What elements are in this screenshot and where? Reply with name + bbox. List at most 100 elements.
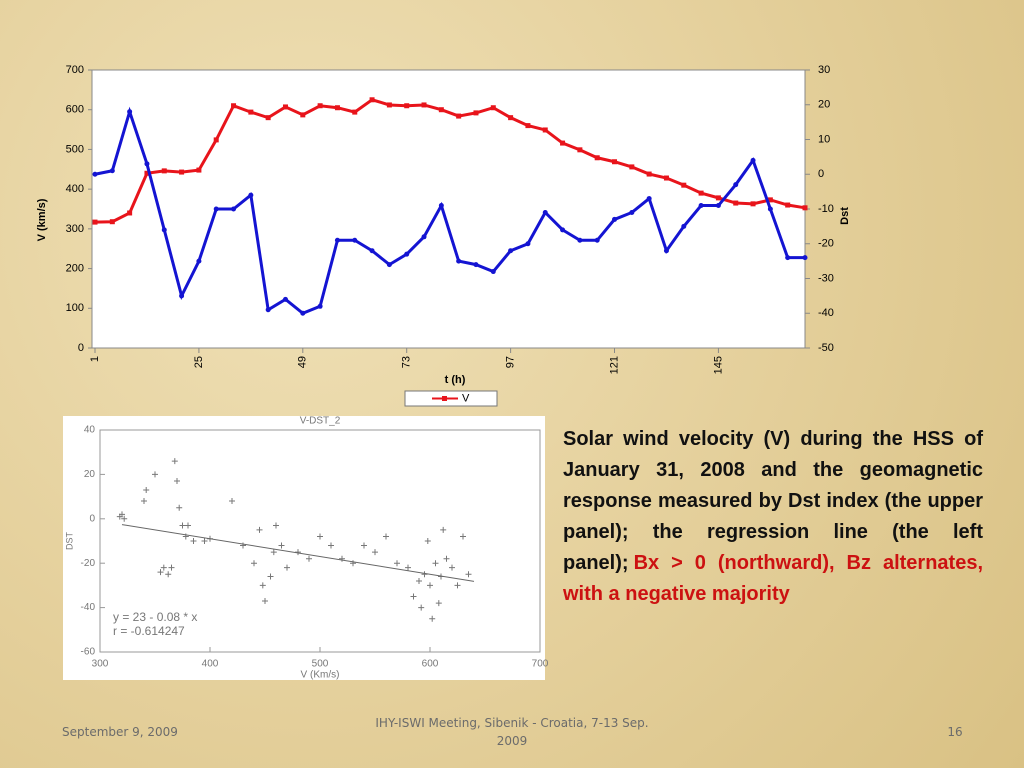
y2-tick-label: -30 (818, 272, 834, 284)
point (144, 170, 150, 176)
x-axis-label: t (h) (445, 374, 466, 386)
point (369, 97, 375, 103)
point (560, 140, 566, 146)
point (334, 105, 340, 111)
point (473, 262, 479, 268)
point (715, 195, 721, 201)
y2-tick-label: 30 (818, 64, 830, 76)
point (352, 237, 358, 243)
point (427, 582, 433, 589)
y-tick-label: 0 (89, 513, 95, 524)
x-tick-label: 97 (505, 356, 517, 368)
point (733, 182, 739, 188)
point (410, 593, 417, 600)
point (334, 237, 340, 243)
point (663, 248, 669, 254)
point (270, 549, 277, 556)
point (421, 102, 427, 108)
point (144, 161, 150, 167)
point (240, 542, 246, 549)
point (443, 555, 450, 562)
point (405, 564, 411, 571)
regression-line (121, 524, 475, 582)
point (179, 169, 185, 175)
point (160, 564, 167, 571)
series-line (94, 98, 806, 224)
y-tick-label: -40 (81, 602, 96, 613)
x-tick-label: 500 (312, 659, 329, 670)
point (273, 522, 279, 529)
point (525, 241, 531, 247)
point (435, 600, 442, 607)
point (361, 542, 367, 549)
point (300, 112, 306, 118)
description-highlight: Bx > 0 (northward), Bz alternates, with … (563, 552, 983, 605)
point (116, 513, 123, 520)
point (267, 573, 274, 580)
point (196, 258, 202, 264)
point (456, 258, 462, 264)
point (143, 486, 150, 493)
annotation: r = -0.614247 (113, 624, 185, 638)
point (525, 123, 531, 129)
point (121, 515, 128, 522)
point (612, 159, 618, 165)
point (109, 168, 115, 174)
point (646, 171, 652, 177)
point (284, 564, 290, 571)
point (92, 219, 98, 225)
point (386, 262, 392, 268)
point (802, 255, 808, 261)
point (508, 248, 514, 254)
point (629, 209, 635, 215)
plot-area (91, 69, 806, 349)
point (300, 310, 306, 316)
point (646, 196, 652, 202)
point (248, 109, 254, 115)
point (490, 269, 496, 275)
point (127, 109, 133, 115)
point (456, 113, 462, 119)
y-tick-label: 0 (78, 342, 84, 354)
point (176, 504, 183, 511)
point (317, 103, 323, 109)
point (201, 538, 208, 544)
point (698, 203, 704, 209)
point (767, 197, 773, 203)
point (231, 206, 237, 212)
x-tick-label: 400 (202, 659, 219, 670)
point (429, 615, 436, 622)
point (350, 560, 356, 567)
point (372, 549, 378, 556)
x-tick-label: 121 (608, 356, 620, 374)
point (438, 107, 444, 113)
point (785, 255, 791, 261)
point (416, 577, 422, 584)
point (560, 227, 566, 233)
footer-event: IHY-ISWI Meeting, Sibenik - Croatia, 7-1… (375, 716, 649, 748)
point (508, 115, 514, 121)
y-tick-label: 200 (66, 262, 84, 274)
x-tick-label: 300 (92, 659, 109, 670)
y-tick-label: 300 (66, 223, 84, 235)
point (418, 604, 425, 611)
point (369, 248, 375, 254)
point (465, 571, 472, 578)
point (317, 303, 323, 309)
point (231, 103, 237, 109)
point (161, 168, 167, 174)
point (127, 210, 133, 216)
point (179, 293, 185, 299)
point (542, 127, 548, 133)
y2-tick-label: -50 (818, 342, 834, 354)
point (152, 471, 158, 478)
y2-axis-label: Dst (839, 207, 851, 225)
point (306, 555, 312, 562)
x-tick-label: 25 (193, 356, 205, 368)
description: Solar wind velocity (V) during the HSS o… (563, 424, 983, 610)
y2-tick-label: -10 (818, 203, 834, 215)
y2-tick-label: 20 (818, 99, 830, 111)
x-tick-label: 1 (89, 356, 101, 362)
point (404, 103, 410, 109)
